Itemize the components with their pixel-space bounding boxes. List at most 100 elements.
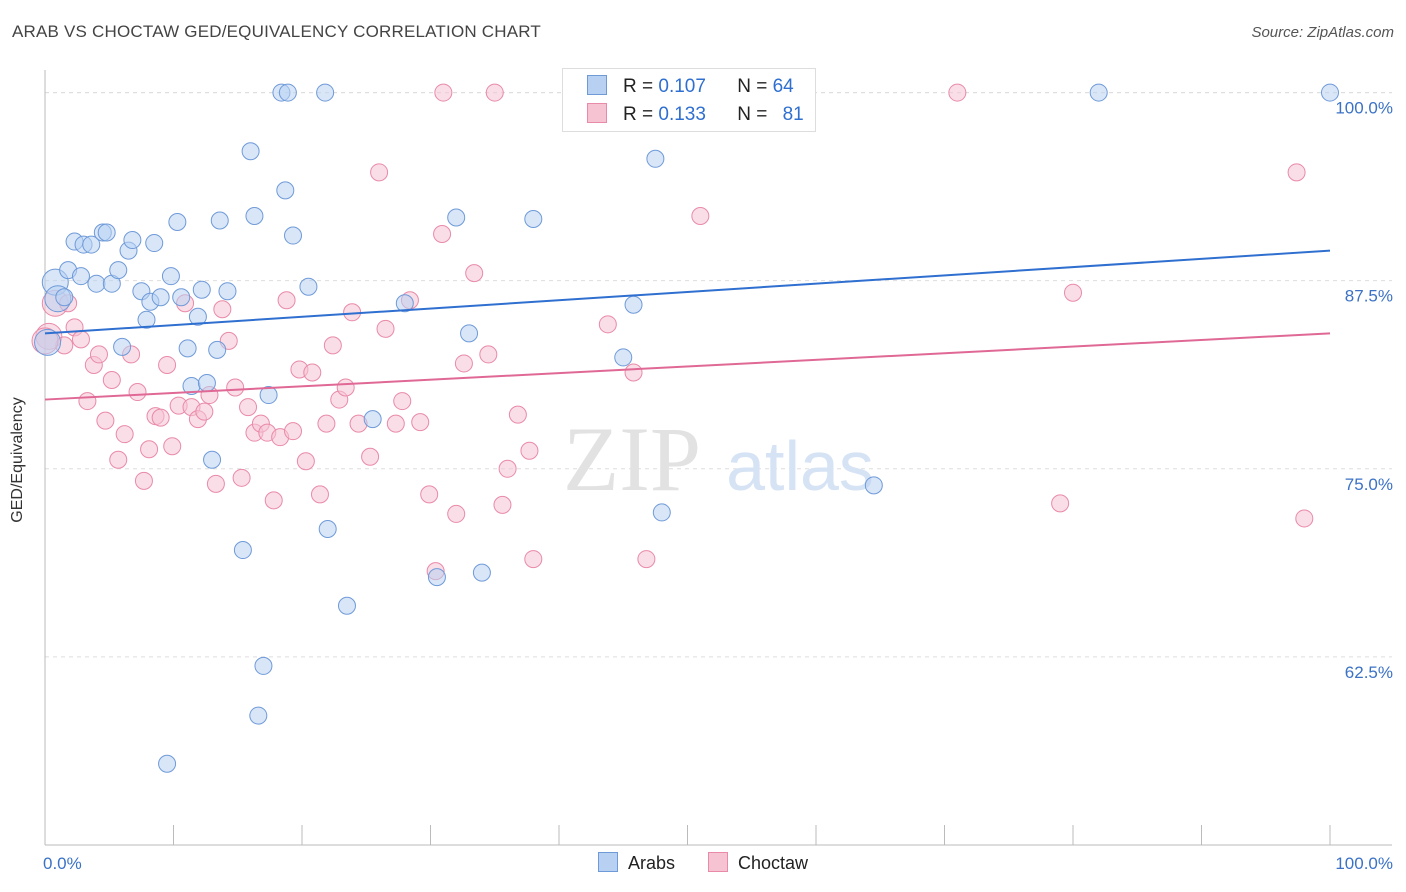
point-choctaw[interactable] bbox=[195, 402, 214, 421]
point-choctaw[interactable] bbox=[624, 363, 643, 382]
point-choctaw[interactable] bbox=[598, 315, 617, 334]
point-arab[interactable] bbox=[447, 208, 466, 227]
point-choctaw[interactable] bbox=[637, 550, 656, 569]
point-choctaw[interactable] bbox=[96, 411, 115, 430]
point-choctaw[interactable] bbox=[691, 206, 710, 225]
point-arab[interactable] bbox=[97, 223, 116, 242]
point-choctaw[interactable] bbox=[508, 405, 527, 424]
point-arab[interactable] bbox=[233, 541, 252, 560]
point-choctaw[interactable] bbox=[158, 355, 177, 374]
point-choctaw[interactable] bbox=[454, 354, 473, 373]
point-arab[interactable] bbox=[245, 206, 264, 225]
point-arab[interactable] bbox=[241, 142, 260, 161]
point-arab[interactable] bbox=[395, 294, 414, 313]
point-choctaw[interactable] bbox=[433, 225, 452, 244]
point-arab[interactable] bbox=[316, 83, 335, 102]
point-arab[interactable] bbox=[178, 339, 197, 358]
point-arab[interactable] bbox=[652, 503, 671, 522]
point-choctaw[interactable] bbox=[134, 471, 153, 490]
point-arab[interactable] bbox=[188, 307, 207, 326]
point-choctaw[interactable] bbox=[78, 392, 97, 411]
point-choctaw[interactable] bbox=[163, 437, 182, 456]
point-arab[interactable] bbox=[254, 656, 273, 675]
point-choctaw[interactable] bbox=[140, 440, 159, 459]
point-choctaw[interactable] bbox=[434, 83, 453, 102]
point-choctaw[interactable] bbox=[420, 485, 439, 504]
point-choctaw[interactable] bbox=[493, 495, 512, 514]
point-arab[interactable] bbox=[614, 348, 633, 367]
point-arab[interactable] bbox=[337, 596, 356, 615]
point-arab[interactable] bbox=[158, 754, 177, 773]
point-choctaw[interactable] bbox=[386, 414, 405, 433]
point-arab[interactable] bbox=[55, 288, 74, 307]
point-arab[interactable] bbox=[82, 235, 101, 254]
point-arab[interactable] bbox=[278, 83, 297, 102]
point-choctaw[interactable] bbox=[1064, 283, 1082, 302]
point-arab[interactable] bbox=[203, 450, 222, 469]
point-choctaw[interactable] bbox=[71, 330, 90, 349]
point-arab[interactable] bbox=[624, 295, 643, 314]
point-choctaw[interactable] bbox=[303, 363, 322, 382]
point-choctaw[interactable] bbox=[151, 408, 170, 427]
point-arab[interactable] bbox=[363, 410, 382, 429]
point-choctaw[interactable] bbox=[213, 300, 232, 319]
point-choctaw[interactable] bbox=[393, 392, 412, 411]
point-choctaw[interactable] bbox=[520, 441, 539, 460]
point-choctaw[interactable] bbox=[277, 291, 296, 310]
point-arab[interactable] bbox=[427, 568, 446, 587]
point-choctaw[interactable] bbox=[524, 550, 543, 569]
point-arab[interactable] bbox=[151, 288, 170, 307]
point-arab[interactable] bbox=[137, 310, 156, 329]
point-arab[interactable] bbox=[299, 277, 318, 296]
point-arab[interactable] bbox=[109, 261, 128, 280]
point-choctaw[interactable] bbox=[361, 447, 380, 466]
legend-item-choctaw[interactable]: Choctaw bbox=[708, 852, 808, 874]
point-choctaw[interactable] bbox=[232, 468, 251, 487]
point-arab[interactable] bbox=[318, 519, 337, 538]
point-choctaw[interactable] bbox=[411, 413, 430, 432]
point-arab[interactable] bbox=[210, 211, 229, 230]
point-choctaw[interactable] bbox=[1287, 163, 1306, 182]
point-arab[interactable] bbox=[161, 267, 180, 286]
point-choctaw[interactable] bbox=[226, 378, 245, 397]
point-arab[interactable] bbox=[249, 706, 268, 725]
point-arab[interactable] bbox=[460, 324, 479, 343]
point-choctaw[interactable] bbox=[115, 425, 134, 444]
point-arab[interactable] bbox=[259, 386, 278, 405]
point-choctaw[interactable] bbox=[128, 383, 147, 402]
point-arab[interactable] bbox=[218, 282, 237, 301]
point-choctaw[interactable] bbox=[317, 414, 336, 433]
point-arab[interactable] bbox=[192, 280, 211, 299]
point-choctaw[interactable] bbox=[323, 336, 342, 355]
point-choctaw[interactable] bbox=[465, 264, 484, 283]
point-choctaw[interactable] bbox=[89, 345, 108, 364]
point-arab[interactable] bbox=[276, 181, 295, 200]
point-choctaw[interactable] bbox=[1051, 494, 1070, 513]
point-arab[interactable] bbox=[197, 374, 216, 393]
point-arab[interactable] bbox=[864, 476, 883, 495]
point-choctaw[interactable] bbox=[447, 504, 466, 523]
point-choctaw[interactable] bbox=[239, 398, 258, 417]
point-arab[interactable] bbox=[145, 234, 164, 253]
point-arab[interactable] bbox=[1321, 83, 1339, 102]
point-choctaw[interactable] bbox=[102, 371, 121, 389]
point-choctaw[interactable] bbox=[498, 459, 517, 478]
point-choctaw[interactable] bbox=[376, 319, 395, 338]
point-arab[interactable] bbox=[1089, 83, 1108, 102]
legend-item-arabs[interactable]: Arabs bbox=[597, 852, 675, 874]
point-choctaw[interactable] bbox=[206, 474, 225, 493]
point-choctaw[interactable] bbox=[479, 345, 498, 364]
point-arab[interactable] bbox=[123, 231, 142, 250]
point-arab[interactable] bbox=[524, 209, 543, 228]
point-arab[interactable] bbox=[172, 288, 191, 307]
point-arab[interactable] bbox=[168, 212, 187, 231]
point-choctaw[interactable] bbox=[296, 452, 315, 471]
point-choctaw[interactable] bbox=[1295, 509, 1314, 528]
point-choctaw[interactable] bbox=[310, 485, 329, 504]
point-arab[interactable] bbox=[34, 328, 62, 356]
point-choctaw[interactable] bbox=[109, 450, 128, 469]
point-arab[interactable] bbox=[87, 274, 106, 293]
point-choctaw[interactable] bbox=[264, 491, 283, 510]
point-arab[interactable] bbox=[71, 267, 90, 286]
point-choctaw[interactable] bbox=[284, 422, 303, 441]
